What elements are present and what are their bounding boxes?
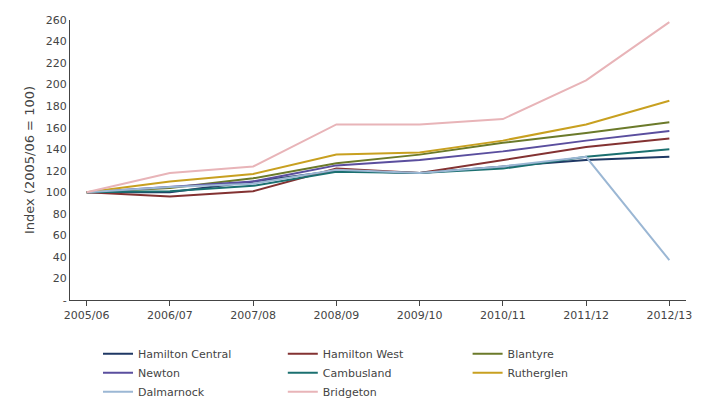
svg-text:160: 160 [46,122,67,135]
svg-text:120: 120 [46,165,67,178]
svg-text:2011/12: 2011/12 [563,309,609,322]
svg-text:2012/13: 2012/13 [646,309,692,322]
svg-text:2007/08: 2007/08 [230,309,276,322]
svg-text:Dalmarnock: Dalmarnock [138,386,205,399]
svg-text:2006/07: 2006/07 [147,309,193,322]
svg-text:140: 140 [46,143,67,156]
svg-text:Hamilton West: Hamilton West [323,348,404,361]
svg-text:80: 80 [53,208,67,221]
svg-text:Blantyre: Blantyre [508,348,554,361]
svg-text:220: 220 [46,57,67,70]
svg-text:-: - [63,294,67,307]
svg-text:Cambusland: Cambusland [323,367,392,380]
svg-text:20: 20 [53,272,67,285]
svg-text:100: 100 [46,186,67,199]
svg-text:40: 40 [53,251,67,264]
svg-text:180: 180 [46,100,67,113]
svg-text:2010/11: 2010/11 [480,309,526,322]
svg-text:2008/09: 2008/09 [314,309,360,322]
svg-text:Index (2005/06 = 100): Index (2005/06 = 100) [22,86,37,234]
svg-text:240: 240 [46,35,67,48]
svg-text:200: 200 [46,78,67,91]
svg-text:Hamilton Central: Hamilton Central [138,348,231,361]
svg-text:Bridgeton: Bridgeton [323,386,377,399]
svg-text:2005/06: 2005/06 [64,309,110,322]
svg-text:2009/10: 2009/10 [397,309,443,322]
svg-text:Newton: Newton [138,367,180,380]
svg-text:260: 260 [46,14,67,27]
svg-text:Rutherglen: Rutherglen [508,367,568,380]
svg-text:60: 60 [53,229,67,242]
